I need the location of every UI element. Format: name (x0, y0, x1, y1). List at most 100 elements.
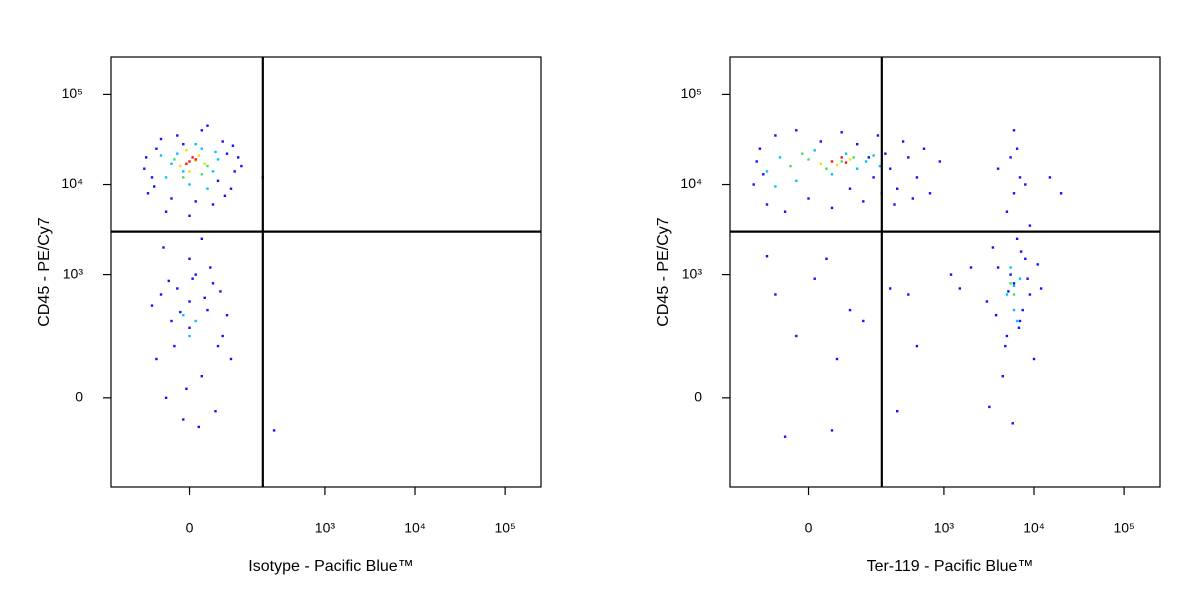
event-dot (188, 300, 191, 303)
event-dot (988, 405, 991, 409)
event-dot (1015, 147, 1019, 150)
event-dot (182, 418, 185, 421)
event-dot (272, 429, 276, 432)
event-dot (755, 160, 758, 163)
event-dot (188, 170, 191, 173)
event-dot (844, 152, 848, 155)
y-tick-label: 0 (694, 389, 702, 405)
x-tick-label: 10³ (315, 520, 336, 536)
event-dot (774, 293, 777, 296)
event-dot (155, 147, 158, 150)
event-dot (1012, 308, 1016, 312)
event-dot (901, 140, 905, 143)
y-tick-label: 10³ (63, 265, 84, 281)
event-dot (194, 319, 197, 323)
y-tick-label: 10⁵ (681, 85, 702, 101)
event-dot (1028, 293, 1032, 296)
event-dot (907, 156, 910, 159)
event-dot (197, 425, 200, 429)
event-dot (237, 156, 240, 159)
event-dot (1015, 319, 1019, 323)
event-dot (758, 147, 762, 150)
event-dot (188, 214, 191, 217)
y-axis-title: CD45 - PE/Cy7 (36, 217, 53, 326)
event-dot (206, 308, 209, 312)
event-dot (229, 187, 233, 190)
event-dot (1001, 375, 1004, 378)
event-dot (795, 179, 798, 182)
event-dot (778, 156, 782, 159)
event-dot (176, 134, 179, 137)
event-dot (958, 287, 961, 290)
y-tick-label: 10⁴ (61, 175, 83, 191)
event-dot (1005, 334, 1009, 338)
event-dot (159, 293, 163, 296)
event-dot (1005, 210, 1009, 213)
event-dot (896, 410, 899, 413)
event-dot (231, 144, 235, 147)
event-dot (221, 140, 224, 143)
event-dot (848, 187, 852, 190)
x-tick-label: 10⁵ (494, 520, 515, 536)
plot-panel: 0 10³ 10⁴ 10⁵ 0 10³ 10⁴ 10⁵ Ter-119 - Pacific Bl… (655, 56, 1161, 575)
x-tick-label: 10³ (934, 520, 955, 536)
event-dot (216, 179, 220, 182)
event-dot (994, 314, 998, 317)
event-dot (203, 296, 206, 299)
event-dot (825, 167, 828, 170)
y-tick-label: 10⁵ (62, 85, 83, 101)
event-dot (835, 357, 839, 361)
event-dot (1011, 422, 1014, 425)
event-dot (211, 282, 215, 285)
event-dot (216, 158, 220, 161)
event-dot (864, 160, 868, 163)
event-dot (911, 197, 914, 200)
event-dot (825, 257, 828, 260)
event-dot (153, 185, 156, 188)
event-dot (922, 147, 926, 150)
event-dot (807, 197, 810, 200)
event-dot (223, 194, 227, 197)
event-dot (179, 310, 182, 314)
event-dot (214, 410, 217, 413)
event-dot (774, 185, 777, 188)
event-dot (1019, 250, 1023, 253)
event-dot (1009, 266, 1012, 269)
event-dot (200, 147, 203, 150)
event-dot (150, 304, 154, 307)
event-dot (813, 277, 816, 280)
event-dot (182, 143, 185, 146)
event-dot (150, 176, 154, 179)
event-dot (852, 156, 855, 159)
event-dot (216, 344, 220, 348)
event-dot (1009, 156, 1012, 159)
event-dot (889, 287, 892, 290)
y-axis-title: CD45 - PE/Cy7 (655, 217, 672, 326)
event-dot (830, 429, 834, 432)
event-dot (159, 137, 163, 141)
event-dot (819, 140, 822, 143)
event-dot (1012, 192, 1016, 195)
event-dot (889, 167, 892, 170)
event-dot (878, 164, 882, 168)
event-dot (206, 187, 209, 190)
event-dot (1009, 282, 1012, 285)
event-dot (221, 334, 224, 338)
event-dot (1012, 282, 1016, 285)
event-dot (200, 237, 203, 240)
event-dot (928, 192, 932, 195)
event-dot (170, 162, 173, 165)
event-dot (915, 344, 919, 348)
event-dot (1024, 257, 1027, 260)
event-dot (830, 206, 834, 210)
event-dot (159, 154, 163, 157)
event-dot (872, 176, 875, 179)
event-dot (848, 308, 852, 312)
event-dot (1009, 273, 1012, 276)
y-tick-label: 10⁴ (680, 175, 702, 191)
event-dot (170, 197, 173, 200)
x-tick-label: 0 (805, 520, 813, 536)
event-dot (996, 266, 1000, 269)
plot-frame (110, 56, 542, 488)
